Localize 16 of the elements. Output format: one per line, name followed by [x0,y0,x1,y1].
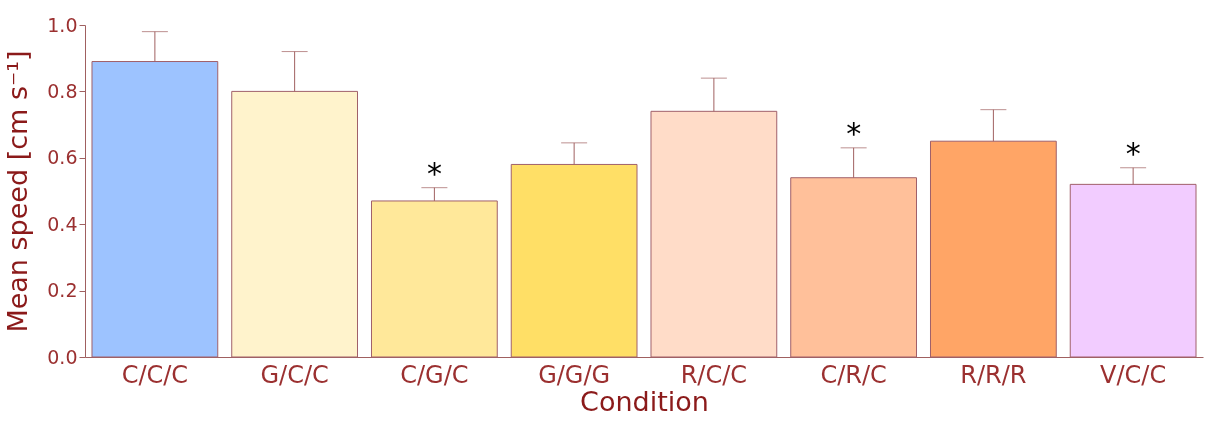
x-tick-label: C/G/C [400,360,469,389]
x-tick-label: V/C/C [1100,360,1167,389]
y-tick-label: 0.0 [47,345,78,368]
annotation: * [1125,135,1141,171]
y-tick-label: 0.4 [47,212,78,235]
y-tick-label: 0.8 [47,79,78,102]
x-tick-label: C/C/C [121,360,189,389]
x-tick-label: C/R/C [820,360,887,389]
annotation: * [846,115,862,151]
x-tick-label: R/R/R [960,360,1027,389]
y-axis-title: Mean speed [cm s⁻¹] [2,50,34,333]
y-tick-label: 1.0 [47,13,78,36]
y-tick-label: 0.6 [47,146,78,169]
annotation: * [426,155,442,191]
y-tick-label: 0.2 [47,279,78,302]
x-tick-label: G/C/C [260,360,329,389]
